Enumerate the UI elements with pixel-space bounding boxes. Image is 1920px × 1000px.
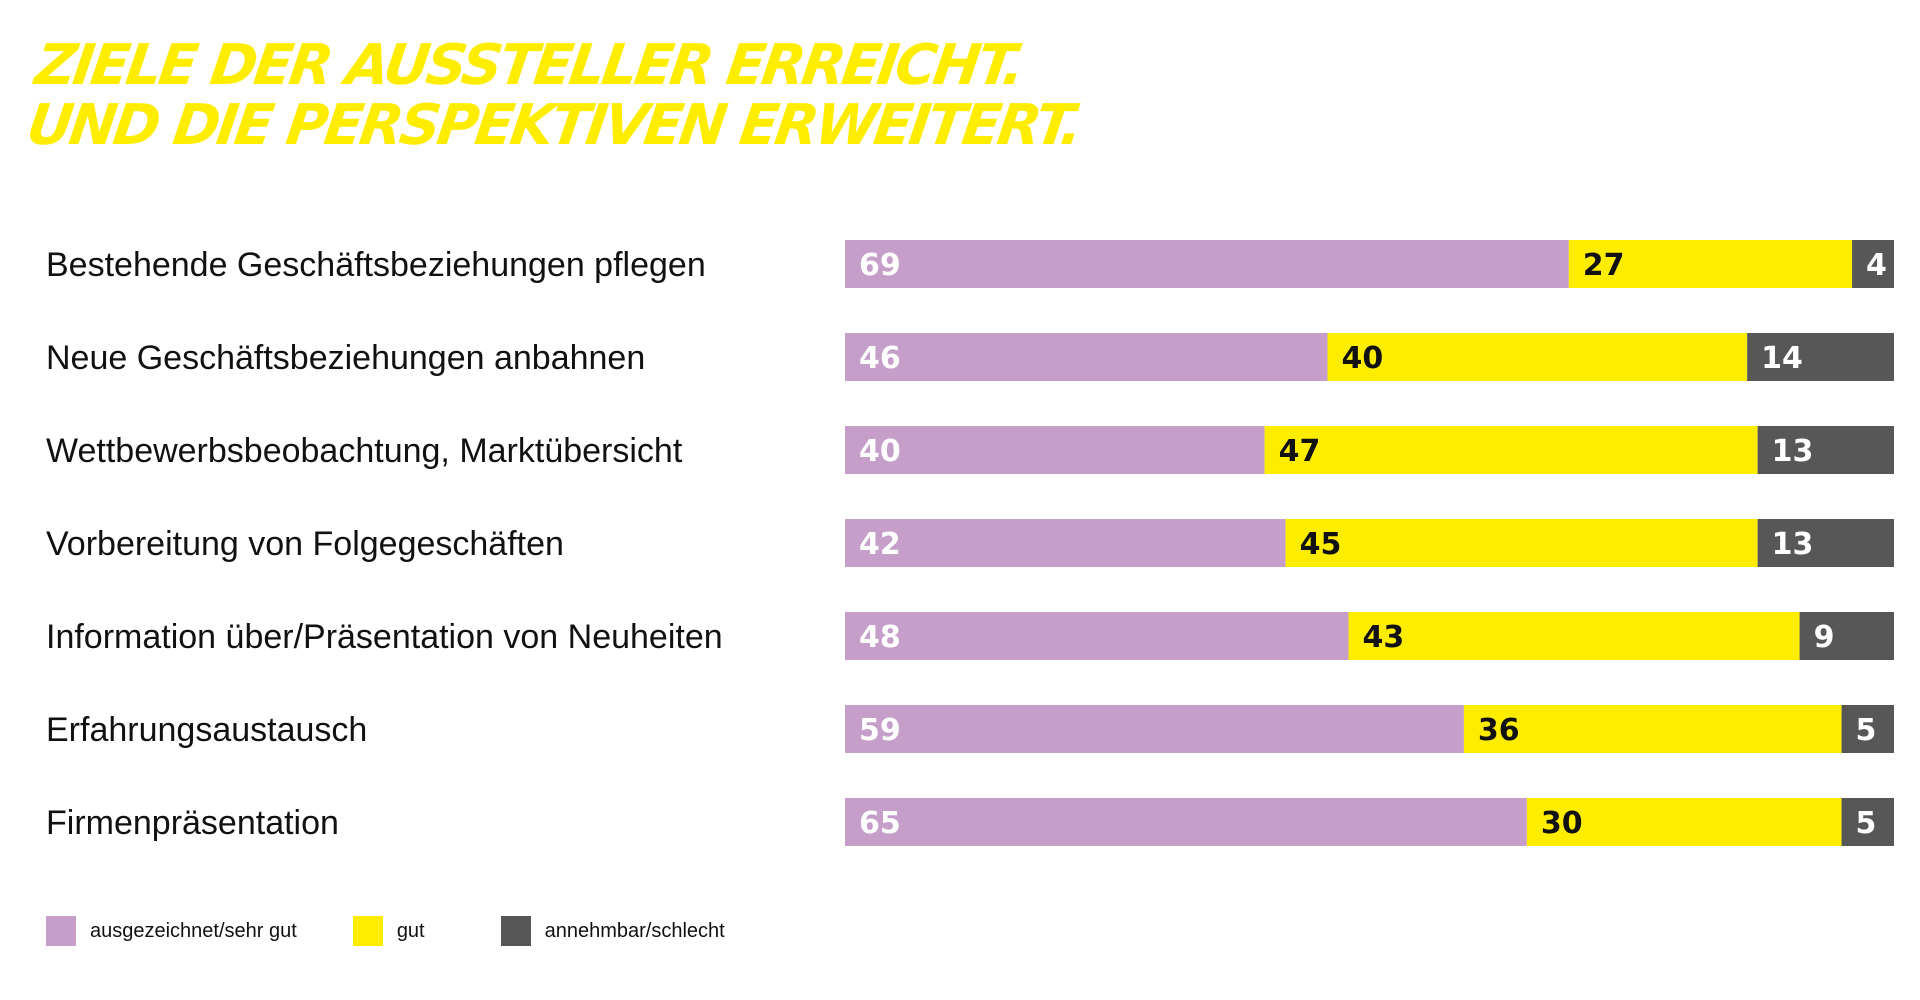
legend-swatch-excellent	[46, 916, 76, 946]
bar-segment-excellent	[845, 333, 1328, 381]
data-label-poor: 5	[1856, 713, 1877, 748]
data-label-good: 47	[1279, 434, 1321, 469]
bar-segment-good	[1327, 333, 1748, 381]
row-label: Firmenpräsentation	[46, 804, 339, 842]
bar-segment-good	[1463, 705, 1842, 753]
bar-segment-poor	[1841, 798, 1894, 846]
bar-segment-poor	[1747, 333, 1894, 381]
legend-label-excellent: ausgezeichnet/sehr gut	[90, 919, 297, 942]
data-label-excellent: 69	[859, 248, 901, 283]
data-label-good: 43	[1363, 620, 1405, 655]
row-label: Wettbewerbsbeobachtung, Marktübersicht	[46, 432, 683, 470]
bar-segment-good	[1568, 240, 1853, 288]
data-label-excellent: 65	[859, 806, 901, 841]
bar-segment-excellent	[845, 705, 1464, 753]
data-label-good: 36	[1478, 713, 1520, 748]
legend-label-good: gut	[396, 919, 425, 942]
data-label-excellent: 48	[859, 620, 901, 655]
data-label-excellent: 40	[859, 434, 901, 469]
row-label: Information über/Präsentation von Neuhei…	[46, 618, 723, 656]
data-label-good: 40	[1342, 341, 1384, 376]
bar-segment-good	[1264, 426, 1758, 474]
bar-segment-good	[1348, 612, 1800, 660]
bar-segment-good	[1526, 798, 1842, 846]
bar-segment-excellent	[845, 426, 1265, 474]
legend-swatch-poor	[500, 916, 531, 946]
bar-segment-excellent	[845, 612, 1349, 660]
data-label-poor: 9	[1814, 620, 1835, 655]
bar-segment-excellent	[845, 519, 1286, 567]
bar-segment-good	[1285, 519, 1758, 567]
bar-segment-poor	[1799, 612, 1894, 660]
legend-swatch-good	[352, 916, 383, 946]
data-label-good: 30	[1541, 806, 1583, 841]
bar-segment-poor	[1852, 240, 1894, 288]
row-label: Vorbereitung von Folgegeschäften	[46, 525, 564, 563]
data-label-poor: 13	[1772, 434, 1814, 469]
legend-item-poor: annehmbar/schlecht	[500, 916, 725, 946]
row-label: Neue Geschäftsbeziehungen anbahnen	[46, 339, 645, 377]
data-label-good: 27	[1583, 248, 1625, 283]
bar-segment-poor	[1841, 705, 1894, 753]
bar-segment-poor	[1757, 426, 1894, 474]
legend-item-good: gut	[352, 916, 425, 946]
data-label-poor: 14	[1761, 341, 1803, 376]
data-label-excellent: 46	[859, 341, 901, 376]
data-label-good: 45	[1300, 527, 1342, 562]
data-label-excellent: 42	[859, 527, 901, 562]
bar-segment-poor	[1757, 519, 1894, 567]
bar-segment-excellent	[845, 798, 1527, 846]
data-label-poor: 5	[1856, 806, 1877, 841]
bar-segment-excellent	[845, 240, 1569, 288]
chart-legend: ausgezeichnet/sehr gut gut annehmbar/sch…	[46, 916, 725, 946]
data-label-poor: 4	[1866, 248, 1887, 283]
data-label-excellent: 59	[859, 713, 901, 748]
row-label: Erfahrungsaustausch	[46, 711, 367, 749]
legend-label-poor: annehmbar/schlecht	[544, 919, 725, 942]
legend-item-excellent: ausgezeichnet/sehr gut	[46, 916, 297, 946]
data-label-poor: 13	[1772, 527, 1814, 562]
row-label: Bestehende Geschäftsbeziehungen pflegen	[46, 246, 706, 284]
